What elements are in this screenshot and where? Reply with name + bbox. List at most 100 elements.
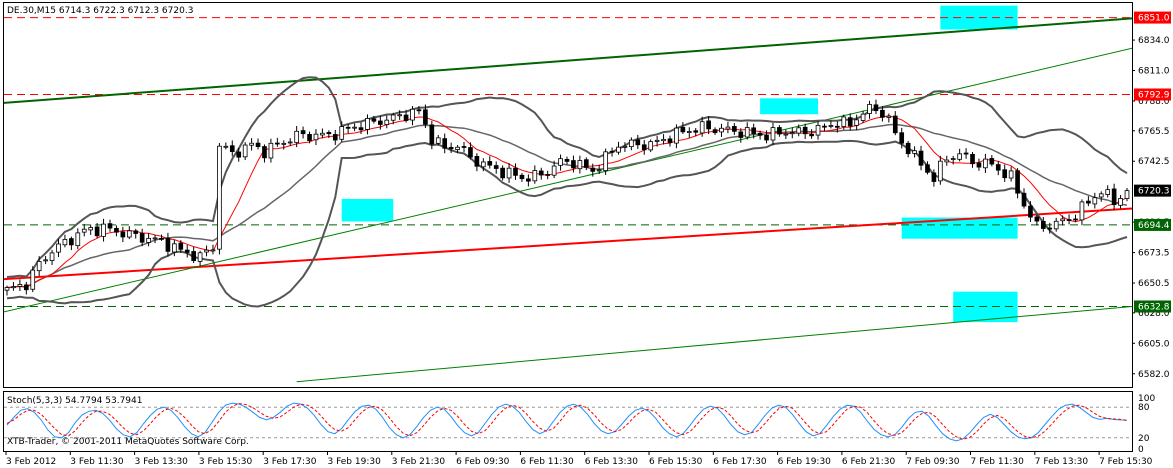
candle [416,105,422,115]
candle [1015,168,1020,199]
candle [693,128,699,137]
candle [783,129,789,140]
candle-body [365,118,370,130]
price-label-0: 6851.0 [1134,11,1171,24]
candle-body [152,237,158,240]
candle [796,124,802,137]
candle-body [828,125,834,127]
candle-body [384,119,390,125]
candle [146,233,151,247]
price-label-text: 6792.9 [1138,90,1170,100]
candle [223,142,229,150]
candle [912,146,917,158]
candle [94,223,100,239]
candle [725,121,731,134]
stoch-signal-line [6,403,1128,440]
candle-body [719,127,724,133]
candle-body [635,139,641,146]
time-tick-label: 3 Feb 15:30 [199,457,253,467]
trendline-0 [4,207,1132,281]
candle-body [802,126,808,135]
candle-body [854,119,859,126]
candle-body [616,146,621,153]
candle-body [847,117,853,127]
candle [545,170,551,180]
candle [802,123,808,140]
candle [603,148,608,175]
candle-body [191,251,196,261]
candle-body [873,104,879,112]
time-tick-label: 3 Feb 2012 [6,457,56,467]
candle [1040,216,1046,232]
candle-body [983,158,988,169]
candle [571,155,576,173]
candle-body [442,138,448,149]
candle [152,234,158,244]
candle-body [217,145,222,250]
candle [352,123,357,132]
candle-body [712,129,718,134]
candle [332,129,338,145]
candle [899,127,905,149]
candle-body [184,249,190,253]
time-tick-label: 3 Feb 19:30 [328,457,382,467]
candle-body [294,130,299,143]
candle-body [732,126,737,132]
time-tick-label: 3 Feb 13:30 [135,457,189,467]
stochastic-frame [3,391,1133,452]
candle [159,234,164,241]
candle-body [757,132,763,136]
candle-body [69,238,74,246]
candle-body [493,165,499,169]
candle [43,255,48,265]
candle [918,145,924,171]
candle-body [223,145,229,148]
candle-body [30,269,36,290]
candle-body [1066,219,1072,222]
candle-body [674,127,679,144]
candle [69,236,74,251]
candle-body [609,150,615,153]
highlight-zones [341,5,1018,323]
candle [455,145,460,154]
candle-body [577,160,583,170]
candle-body [706,120,711,130]
candle [101,218,106,242]
candle-body [680,127,686,133]
price-tick-label: 6788.0 [1138,97,1170,107]
candle [320,128,325,139]
main-chart-area[interactable] [0,5,1173,383]
candle-body [210,249,216,252]
highlight-box-1 [760,98,819,115]
candle-body [1028,205,1033,218]
price-label-2: 6720.3 [1134,184,1171,197]
candle-body [262,146,267,159]
trendlines [4,17,1132,383]
candle-body [480,161,486,168]
candle [950,155,956,165]
candle-body [107,223,113,229]
candle-body [744,127,750,138]
candle [970,152,975,168]
candle-body [519,174,525,180]
candle-body [474,156,480,167]
candle [847,113,853,131]
price-axis: 6834.06811.06788.06765.56742.56696.56673… [1132,36,1170,380]
candle-body [938,160,943,182]
candle [1021,188,1027,209]
time-tick-label: 6 Feb 13:30 [585,457,639,467]
candle [989,155,995,167]
candle [1124,187,1130,202]
candle-body [461,146,467,148]
candle-body [841,116,847,127]
candle [1002,164,1008,182]
candle-body [403,114,409,121]
price-tick-label: 6673.5 [1138,249,1170,259]
candle [995,161,1001,176]
candle-body [36,261,42,272]
candle-body [255,142,261,147]
candle-body [667,138,673,143]
copyright-text: XTB-Trader, © 2001-2011 MetaQuotes Softw… [7,437,249,447]
